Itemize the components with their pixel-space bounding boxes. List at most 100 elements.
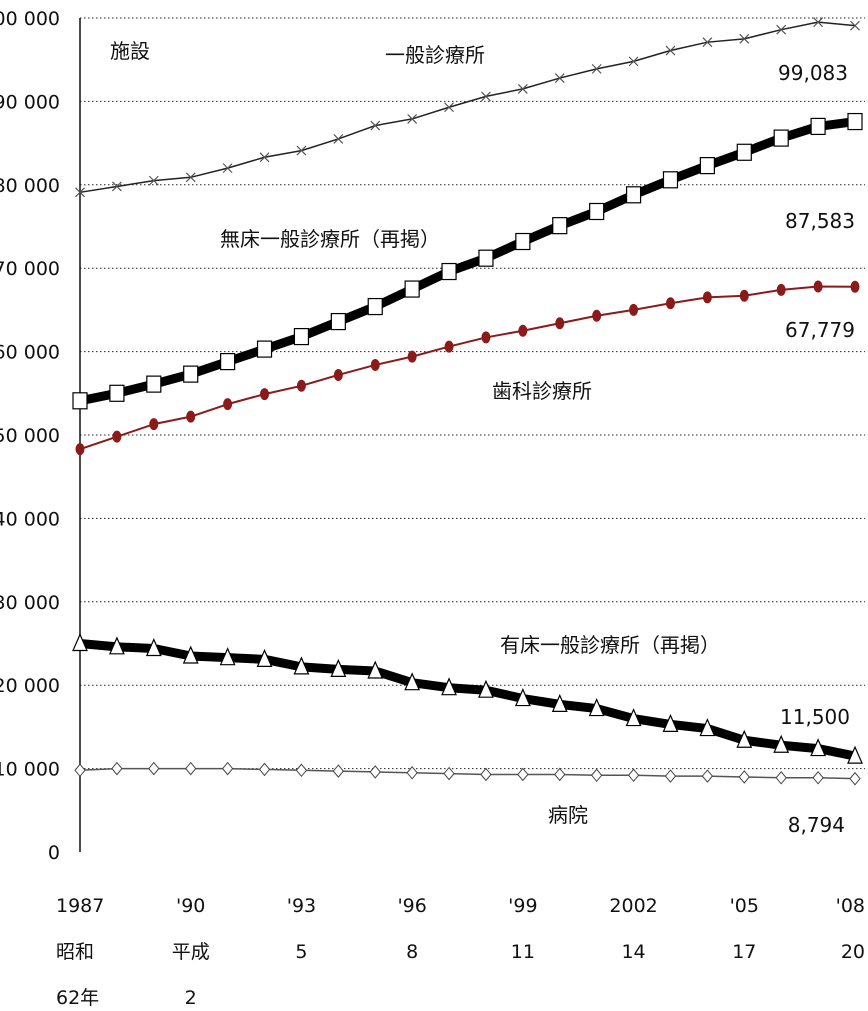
data-point: [407, 113, 418, 124]
data-point: [293, 327, 310, 346]
data-point: [441, 262, 457, 281]
label-dental-clinics: 歯科診療所: [492, 379, 592, 403]
data-point: [293, 656, 310, 675]
data-point: [367, 660, 384, 679]
data-point: [256, 648, 273, 667]
data-point: [108, 636, 125, 655]
data-point: [812, 770, 824, 785]
data-point: [330, 312, 346, 331]
data-point: [146, 375, 162, 393]
data-point: [850, 20, 860, 31]
data-point: [628, 56, 639, 67]
data-point: [370, 358, 380, 371]
data-point: [404, 672, 421, 691]
data-point: [219, 647, 236, 666]
data-point: [74, 763, 86, 778]
data-point: [478, 679, 494, 698]
data-point: [847, 112, 863, 131]
series-2: [75, 280, 860, 456]
data-point: [220, 353, 236, 371]
data-point: [736, 729, 753, 748]
data-point: [72, 633, 88, 652]
y-tick-labels: 0 10 000 20 000 30 000 40 000 50 000 60 000 70 …: [0, 8, 60, 864]
data-point: [406, 765, 418, 780]
data-point: [332, 764, 344, 778]
data-point: [185, 172, 196, 183]
data-point: [112, 430, 122, 443]
series-line: [79, 21, 856, 194]
end-label-hospitals: 8,794: [788, 813, 845, 837]
x-tick-labels: 1987 昭和 62年 '90 平成 2 '93 5 '96 8 '99 11 2002 14 '05 17 '…: [56, 895, 865, 1009]
data-point: [481, 91, 491, 102]
data-point: [625, 708, 642, 727]
data-point: [736, 143, 752, 161]
x-tick-label: 2002: [609, 895, 657, 917]
data-point: [662, 713, 679, 732]
series-4: [74, 761, 861, 786]
data-point: [481, 331, 491, 344]
x-tick-label: '99: [508, 895, 537, 917]
x-tick-label: 17: [732, 941, 756, 963]
y-tick-label: 70 000: [0, 258, 60, 280]
data-point: [183, 365, 199, 383]
series-3: [72, 633, 863, 764]
data-point: [847, 745, 863, 764]
data-point: [699, 157, 715, 175]
data-point: [849, 771, 861, 786]
data-point: [773, 129, 789, 147]
data-point: [407, 350, 417, 363]
data-point: [444, 340, 454, 353]
x-tick-label: '05: [730, 895, 759, 917]
x-tick-label: 1987: [56, 895, 104, 917]
x-tick-label: 5: [295, 941, 307, 963]
data-point: [773, 734, 790, 753]
data-point: [810, 738, 827, 757]
end-label-general-clinics: 99,083: [778, 61, 848, 85]
data-point: [517, 83, 528, 94]
data-point: [330, 658, 347, 677]
data-point: [702, 37, 713, 48]
data-point: [555, 317, 565, 330]
data-point: [701, 769, 714, 783]
data-point: [148, 761, 160, 776]
series-0: [75, 17, 860, 198]
x-tick-label: 2: [185, 987, 197, 1009]
data-point: [333, 134, 344, 144]
data-point: [441, 677, 457, 696]
label-hospitals: 病院: [548, 803, 588, 827]
data-point: [222, 163, 233, 174]
label-no-bed-clinics: 無床一般診療所（再掲）: [220, 227, 440, 251]
data-point: [223, 398, 233, 411]
y-axis-title: 施設: [110, 39, 150, 63]
label-general-clinics: 一般診療所: [385, 43, 485, 67]
series-line: [79, 639, 856, 761]
data-point: [665, 45, 676, 56]
data-point: [109, 384, 125, 402]
data-point: [145, 638, 162, 657]
x-tick-label: 8: [406, 941, 418, 963]
x-tick-label: '93: [287, 895, 316, 917]
y-tick-label: 80 000: [0, 175, 60, 197]
data-point: [514, 688, 531, 707]
x-tick-label: 62年: [56, 987, 99, 1009]
series-line: [79, 285, 856, 451]
series: [72, 17, 863, 786]
data-point: [443, 766, 455, 781]
x-tick-label: 平成: [172, 941, 210, 963]
x-tick-label: 14: [621, 941, 645, 963]
end-label-dental-clinics: 67,779: [785, 318, 855, 342]
data-point: [776, 24, 787, 35]
data-point: [517, 767, 529, 782]
data-point: [480, 767, 492, 782]
y-tick-label: 100 000: [0, 8, 60, 30]
data-point: [552, 217, 568, 235]
x-tick-label: '08: [836, 895, 865, 917]
data-point: [702, 291, 712, 304]
data-point: [148, 175, 159, 186]
data-point: [296, 145, 307, 156]
x-tick-label: 昭和: [56, 941, 94, 963]
data-point: [295, 763, 308, 778]
data-point: [75, 187, 85, 198]
data-point: [111, 761, 123, 776]
data-point: [260, 388, 270, 401]
